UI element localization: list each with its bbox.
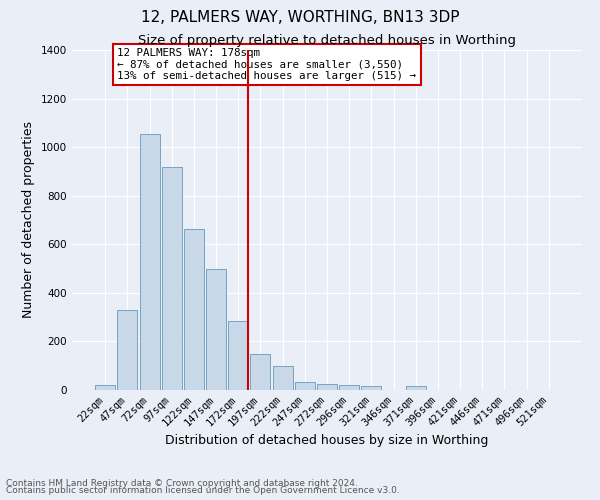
X-axis label: Distribution of detached houses by size in Worthing: Distribution of detached houses by size …	[166, 434, 488, 447]
Bar	[118, 310, 137, 390]
Bar	[339, 385, 359, 390]
Bar	[228, 321, 248, 390]
Bar	[250, 354, 271, 390]
Bar	[295, 382, 315, 390]
Bar	[184, 228, 204, 390]
Text: Contains public sector information licensed under the Open Government Licence v3: Contains public sector information licen…	[6, 486, 400, 495]
Bar	[361, 386, 382, 390]
Bar	[140, 134, 160, 390]
Bar	[95, 385, 115, 390]
Text: 12 PALMERS WAY: 178sqm
← 87% of detached houses are smaller (3,550)
13% of semi-: 12 PALMERS WAY: 178sqm ← 87% of detached…	[118, 48, 416, 81]
Bar	[162, 166, 182, 390]
Text: 12, PALMERS WAY, WORTHING, BN13 3DP: 12, PALMERS WAY, WORTHING, BN13 3DP	[141, 10, 459, 25]
Bar	[272, 366, 293, 390]
Text: Contains HM Land Registry data © Crown copyright and database right 2024.: Contains HM Land Registry data © Crown c…	[6, 478, 358, 488]
Bar	[206, 268, 226, 390]
Y-axis label: Number of detached properties: Number of detached properties	[22, 122, 35, 318]
Bar	[406, 386, 426, 390]
Bar	[317, 384, 337, 390]
Title: Size of property relative to detached houses in Worthing: Size of property relative to detached ho…	[138, 34, 516, 48]
